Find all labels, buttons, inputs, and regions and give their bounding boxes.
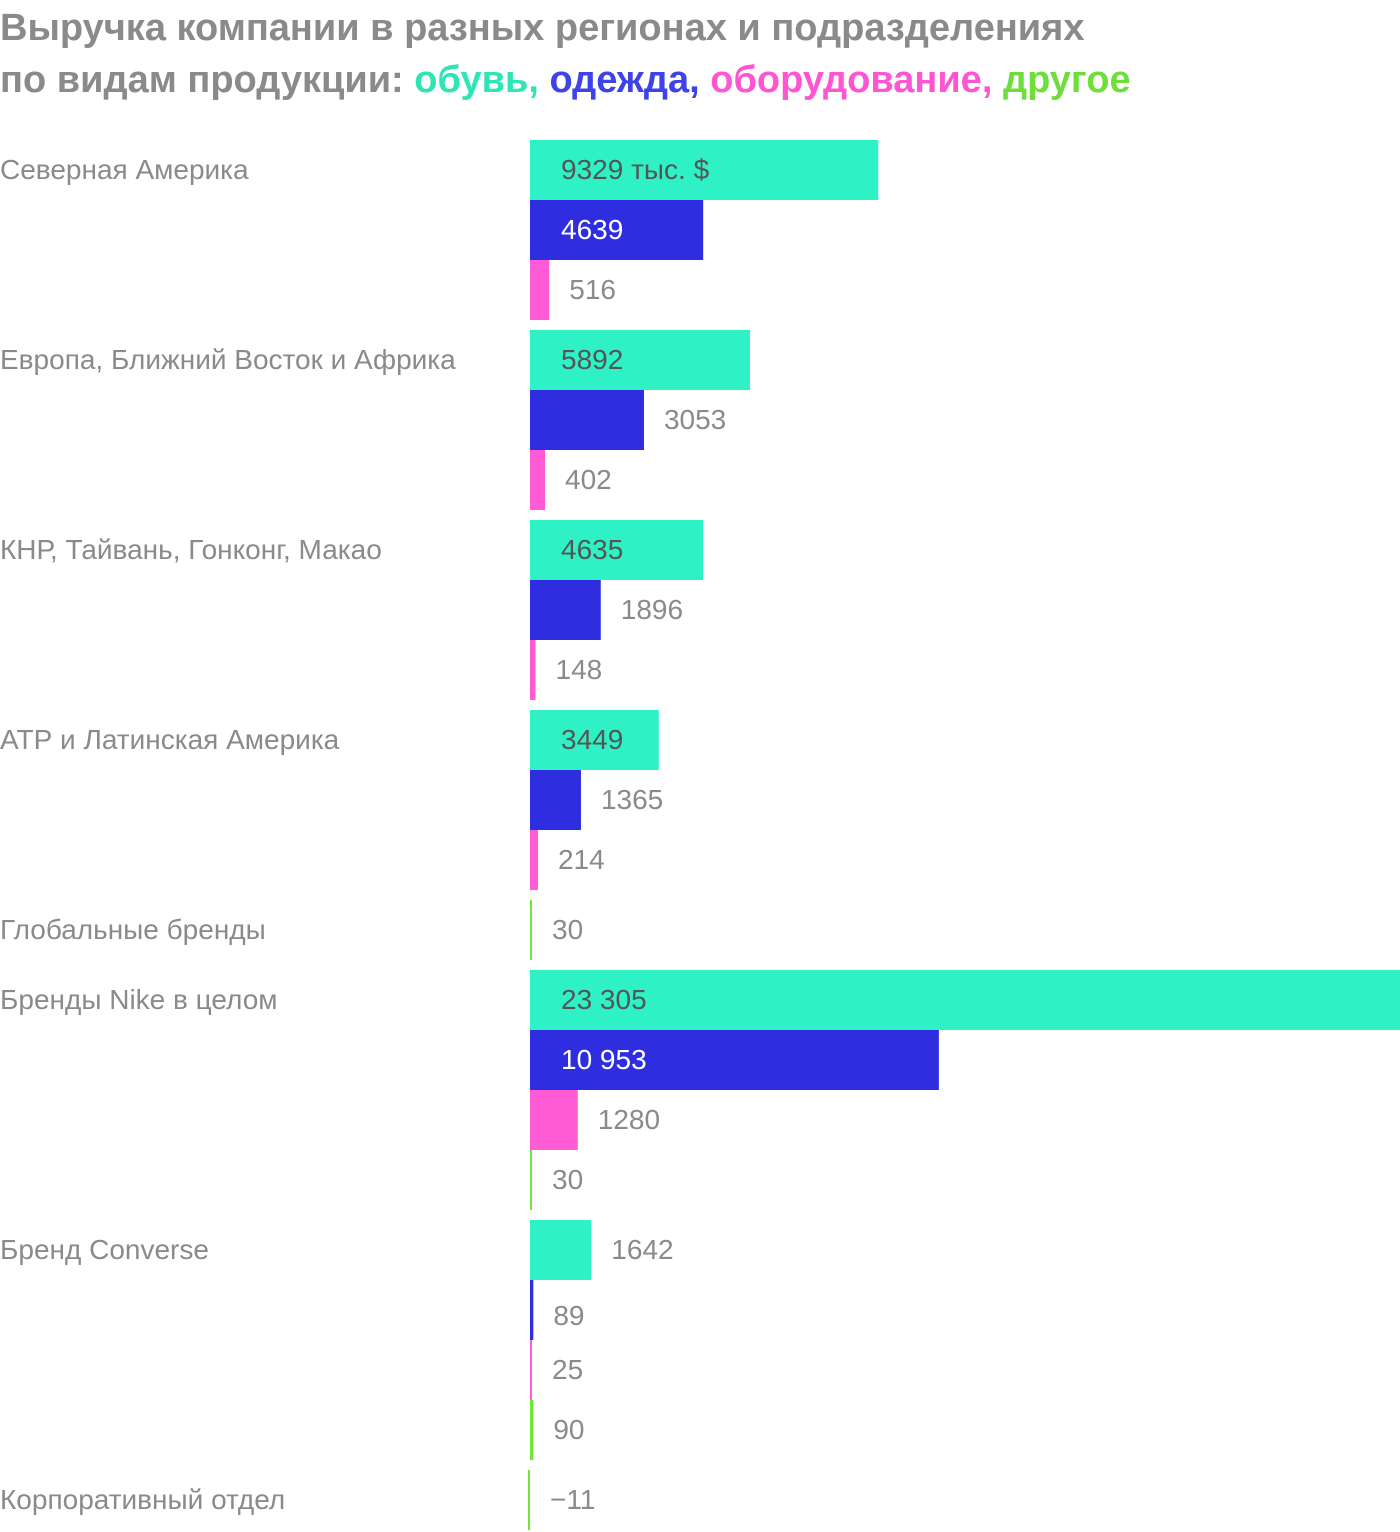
chart-title-line-2: по видам продукции: обувь, одежда, обору… xyxy=(0,54,1400,106)
bar-2-0 xyxy=(530,520,704,580)
bar-0-2 xyxy=(530,260,550,320)
bar-0-0 xyxy=(530,140,879,200)
bar-value-label: 3449 xyxy=(561,724,623,755)
bar-value-label: 4639 xyxy=(561,214,623,245)
bar-6-3 xyxy=(530,1400,534,1460)
bar-1-2 xyxy=(530,450,546,510)
bar-5-2 xyxy=(530,1090,578,1150)
group-label: Корпоративный отдел xyxy=(0,1484,285,1515)
bar-value-label: 5892 xyxy=(561,344,623,375)
group-label: Северная Америка xyxy=(0,154,249,185)
bar-5-0 xyxy=(530,970,1400,1030)
bar-value-label: 10 953 xyxy=(561,1044,647,1075)
bar-1-1 xyxy=(530,390,644,450)
bar-value-label: 1365 xyxy=(601,784,663,815)
bar-value-label: 516 xyxy=(569,274,616,305)
legend-item-footwear: обувь xyxy=(414,59,529,101)
group-label: Глобальные бренды xyxy=(0,914,266,945)
bar-4-0 xyxy=(530,900,532,960)
group-label: Европа, Ближний Восток и Африка xyxy=(0,344,456,375)
bar-6-1 xyxy=(530,1280,534,1340)
chart-title-line-1: Выручка компании в разных регионах и под… xyxy=(0,7,1085,49)
bar-value-label: 402 xyxy=(565,464,612,495)
bar-value-label: 30 xyxy=(552,1164,583,1195)
bar-0-1 xyxy=(530,200,704,260)
bar-2-1 xyxy=(530,580,601,640)
bar-3-1 xyxy=(530,770,581,830)
group-label: Бренды Nike в целом xyxy=(0,984,278,1015)
bar-value-label: 1280 xyxy=(598,1104,660,1135)
group-label: Бренд Converse xyxy=(0,1234,209,1265)
bar-3-0 xyxy=(530,710,659,770)
group-label: АТР и Латинская Америка xyxy=(0,724,340,755)
bar-value-label: 3053 xyxy=(664,404,726,435)
bar-value-label: 23 305 xyxy=(561,984,647,1015)
bar-6-0 xyxy=(530,1220,592,1280)
bar-value-label: 9329 тыс. $ xyxy=(561,154,710,185)
bar-5-1 xyxy=(530,1030,939,1090)
chart-title: Выручка компании в разных регионах и под… xyxy=(0,2,1400,106)
bar-value-label: 4635 xyxy=(561,534,623,565)
bar-6-2 xyxy=(530,1340,532,1400)
bar-value-label: 214 xyxy=(558,844,605,875)
bar-value-label: 1896 xyxy=(621,594,683,625)
legend-sep-1: , xyxy=(528,59,539,101)
bar-7-0 xyxy=(528,1470,530,1530)
legend-sep-2: , xyxy=(689,59,700,101)
legend-item-equipment: оборудование xyxy=(710,59,982,101)
bar-3-2 xyxy=(530,830,538,890)
chart-title-prefix: по видам продукции: xyxy=(0,59,404,101)
legend-item-apparel: одежда xyxy=(549,59,690,101)
bar-value-label: 89 xyxy=(553,1300,584,1331)
bar-value-label: 25 xyxy=(552,1354,583,1385)
bar-value-label: 30 xyxy=(552,914,583,945)
bar-2-2 xyxy=(530,640,536,700)
bar-value-label: −11 xyxy=(550,1484,595,1515)
bar-1-0 xyxy=(530,330,750,390)
group-label: КНР, Тайвань, Гонконг, Макао xyxy=(0,534,382,565)
bar-value-label: 90 xyxy=(553,1414,584,1445)
bar-value-label: 1642 xyxy=(611,1234,673,1265)
bar-value-label: 148 xyxy=(556,654,603,685)
bar-5-3 xyxy=(530,1150,532,1210)
legend-sep-3: , xyxy=(981,59,993,101)
legend-item-other: другое xyxy=(1002,59,1131,101)
